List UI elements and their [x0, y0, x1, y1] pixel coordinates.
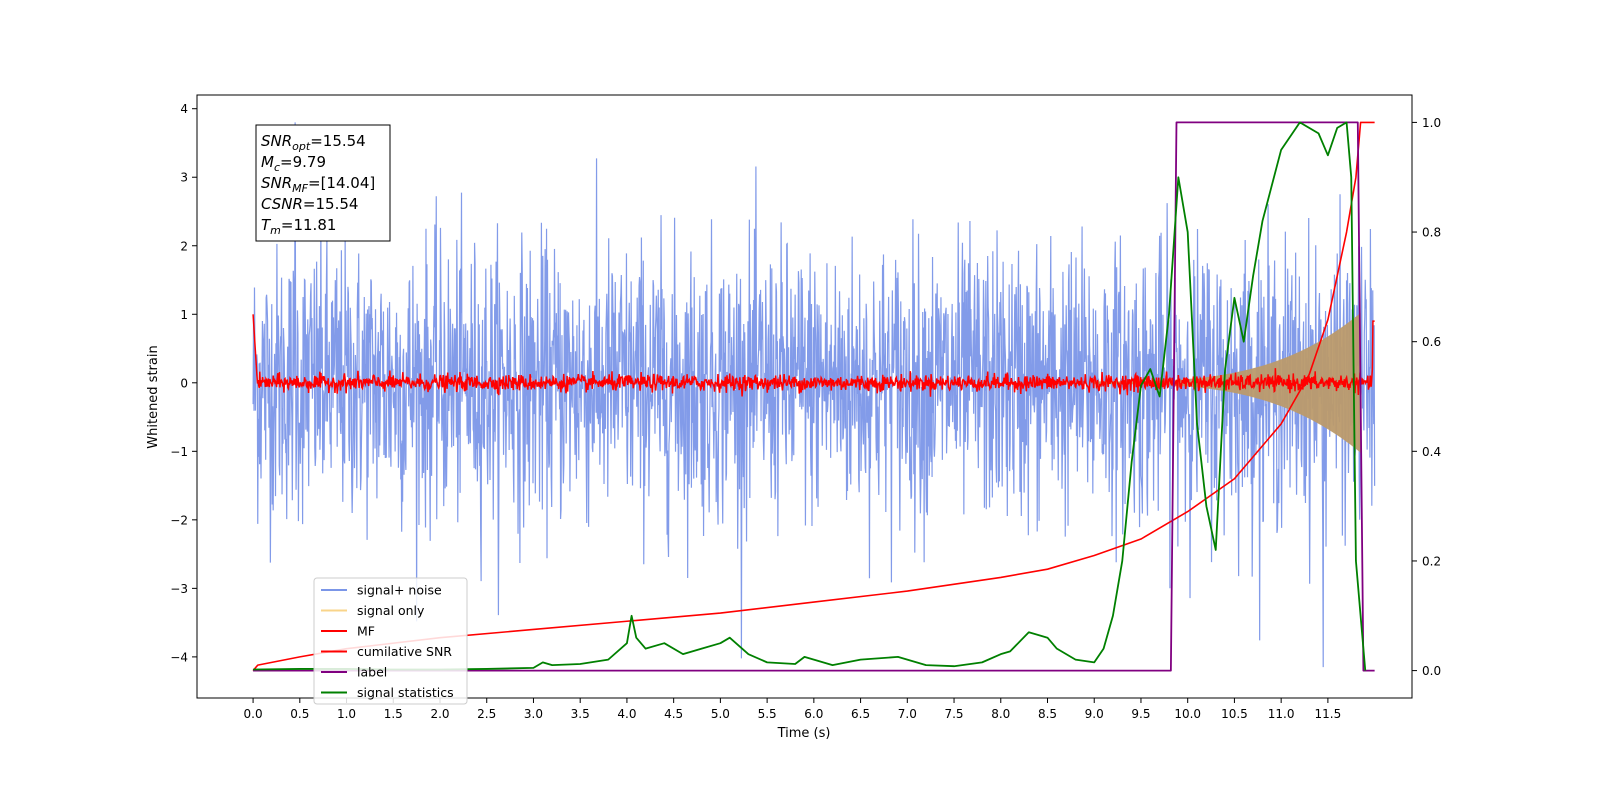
- x-tick-label: 5.5: [758, 707, 777, 721]
- stats-annotation: SNRopt=15.54Mc=9.79SNRMF=[14.04]CSNR=15.…: [256, 125, 390, 241]
- y-left-tick-label: −3: [170, 582, 188, 596]
- y-left-tick-label: 1: [180, 308, 188, 322]
- x-tick-label: 8.5: [1038, 707, 1057, 721]
- x-tick-label: 10.0: [1174, 707, 1201, 721]
- x-axis-label: Time (s): [777, 726, 831, 741]
- x-tick-label: 0.5: [290, 707, 309, 721]
- y-left-tick-label: 0: [180, 376, 188, 390]
- legend-label: label: [357, 665, 387, 680]
- x-tick-label: 11.0: [1268, 707, 1295, 721]
- legend-label: signal only: [357, 603, 425, 618]
- x-tick-label: 11.5: [1315, 707, 1342, 721]
- x-tick-label: 3.0: [524, 707, 543, 721]
- y-axis-right: 1.0 0.8 0.6 0.4 0.2 0.0: [1412, 116, 1441, 678]
- y-left-tick-label: −1: [170, 445, 188, 459]
- x-tick-label: 6.5: [851, 707, 870, 721]
- legend-label: signal statistics: [357, 685, 454, 700]
- x-tick-label: 4.5: [664, 707, 683, 721]
- x-tick-label: 10.5: [1221, 707, 1248, 721]
- x-tick-label: 1.0: [337, 707, 356, 721]
- annotation-line: SNRopt=15.54: [261, 132, 366, 153]
- x-tick-label: 2.5: [477, 707, 496, 721]
- y-right-tick-label: 0.2: [1422, 554, 1441, 568]
- y-right-tick-label: 0.4: [1422, 445, 1441, 459]
- legend: signal+ noise signal only MF cumilative SNR…: [314, 578, 467, 704]
- annotation-line: Mc=9.79: [261, 153, 326, 174]
- x-tick-label: 3.5: [571, 707, 590, 721]
- x-tick-label: 7.5: [944, 707, 963, 721]
- y-left-tick-label: −2: [170, 513, 188, 527]
- x-tick-label: 7.0: [898, 707, 917, 721]
- annotation-line: SNRMF=[14.04]: [261, 174, 375, 195]
- x-tick-label: 2.0: [430, 707, 449, 721]
- y-right-tick-label: 1.0: [1422, 116, 1441, 130]
- y-left-tick-label: 4: [180, 102, 188, 116]
- y-left-tick-label: −4: [170, 650, 188, 664]
- x-tick-label: 5.0: [711, 707, 730, 721]
- y-axis-label-left: Whitened strain: [146, 345, 161, 448]
- legend-label: cumilative SNR: [357, 644, 452, 659]
- y-axis-left: 4 3 2 1 0 −1 −2 −3 −4: [170, 102, 197, 664]
- x-tick-label: 1.5: [384, 707, 403, 721]
- x-tick-label: 0.0: [244, 707, 263, 721]
- y-left-tick-label: 2: [180, 239, 188, 253]
- x-tick-label: 6.0: [804, 707, 823, 721]
- annotation-line: CSNR=15.54: [261, 195, 358, 213]
- x-tick-label: 9.0: [1085, 707, 1104, 721]
- y-right-tick-label: 0.6: [1422, 335, 1441, 349]
- legend-label: signal+ noise: [357, 583, 442, 598]
- y-left-tick-label: 3: [180, 171, 188, 185]
- x-tick-label: 8.0: [991, 707, 1010, 721]
- legend-label: MF: [357, 624, 375, 639]
- x-tick-label: 9.5: [1131, 707, 1150, 721]
- y-right-tick-label: 0.0: [1422, 664, 1441, 678]
- y-right-tick-label: 0.8: [1422, 226, 1441, 240]
- x-tick-label: 4.0: [617, 707, 636, 721]
